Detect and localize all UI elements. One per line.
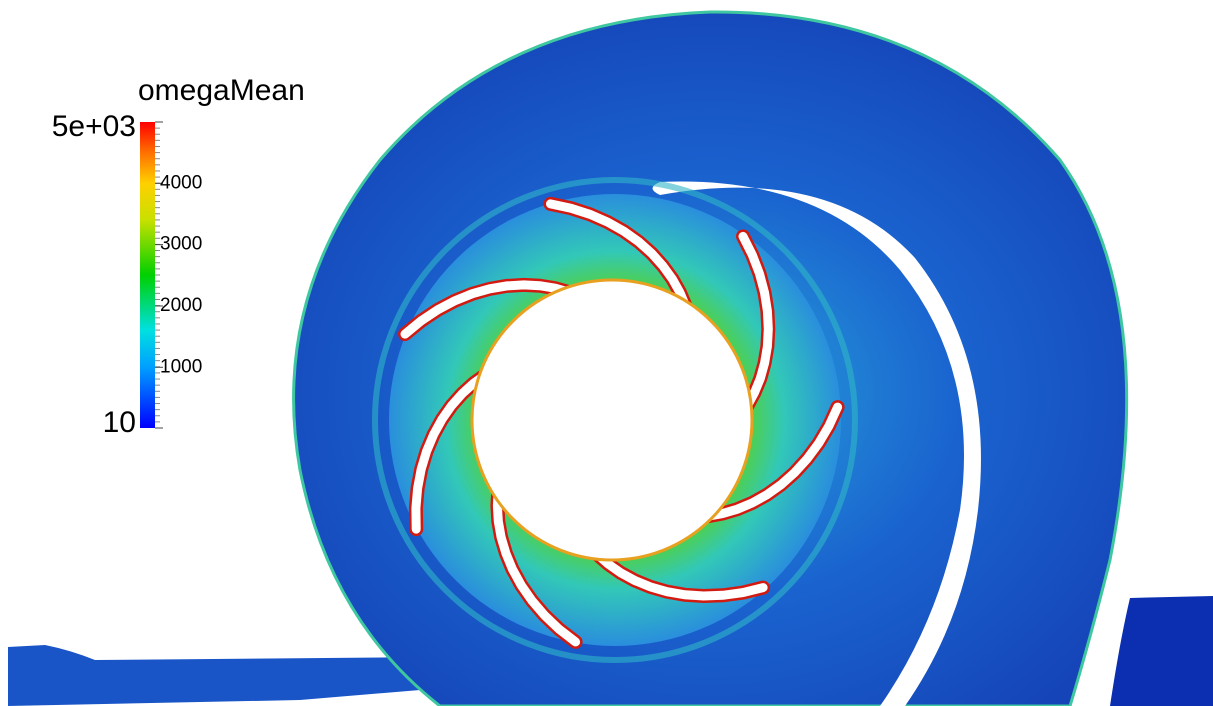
colorbar-tick-label: 2000 <box>160 295 202 316</box>
hub <box>470 278 754 562</box>
outlet-channel <box>1110 596 1213 706</box>
blade <box>400 280 574 339</box>
colorbar-max-label: 5e+03 <box>52 110 136 143</box>
blade <box>592 549 768 601</box>
colorbar-tick-label: 3000 <box>160 234 202 255</box>
colorbar <box>140 122 155 428</box>
blade <box>703 402 843 521</box>
colorbar-tick-label: 1000 <box>160 356 202 377</box>
blade <box>411 370 491 534</box>
blade <box>492 486 581 647</box>
colorbar-title: omegaMean <box>138 74 305 107</box>
colorbar-minor-ticks <box>155 121 160 429</box>
blade <box>546 199 691 311</box>
blade <box>738 231 773 411</box>
colorbar-min-label: 10 <box>103 406 136 439</box>
blades <box>398 196 845 649</box>
ring <box>372 177 858 663</box>
colorbar-tick-label: 4000 <box>160 172 202 193</box>
